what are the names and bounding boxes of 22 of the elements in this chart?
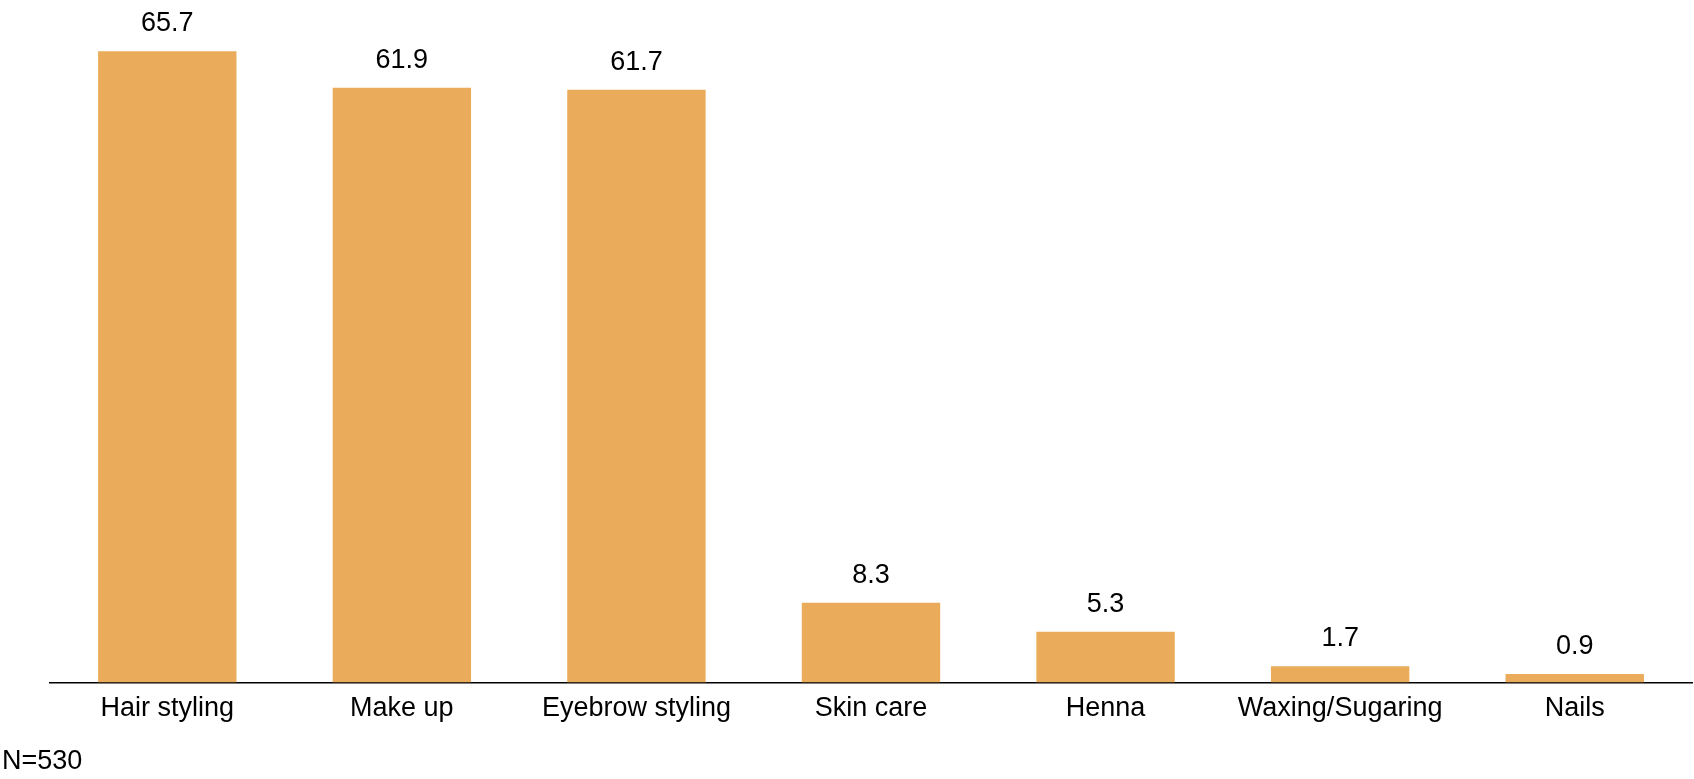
- bar: [1036, 631, 1175, 683]
- data-label: 1.7: [1321, 622, 1359, 653]
- x-tick-label: Waxing/Sugaring: [1237, 692, 1443, 723]
- bar: [567, 89, 706, 683]
- x-tick-label: Skin care: [814, 692, 928, 723]
- x-tick-label: Eyebrow styling: [541, 692, 731, 723]
- bar: [98, 51, 237, 683]
- x-tick-label: Make up: [350, 692, 454, 723]
- bar: [1505, 673, 1644, 683]
- x-tick-label: Henna: [1065, 692, 1147, 723]
- bar: [1270, 666, 1410, 683]
- bar: [332, 87, 472, 683]
- data-label: 61.9: [375, 43, 429, 74]
- data-label: 0.9: [1555, 629, 1594, 660]
- x-tick-label: Hair styling: [100, 692, 235, 723]
- data-label: 8.3: [852, 558, 890, 589]
- data-label: 5.3: [1086, 587, 1125, 618]
- data-label: 61.7: [610, 45, 663, 76]
- data-label: 65.7: [141, 7, 194, 38]
- text: N=530: [2, 744, 83, 775]
- bar: [801, 602, 941, 683]
- x-tick-label: Nails: [1544, 692, 1605, 723]
